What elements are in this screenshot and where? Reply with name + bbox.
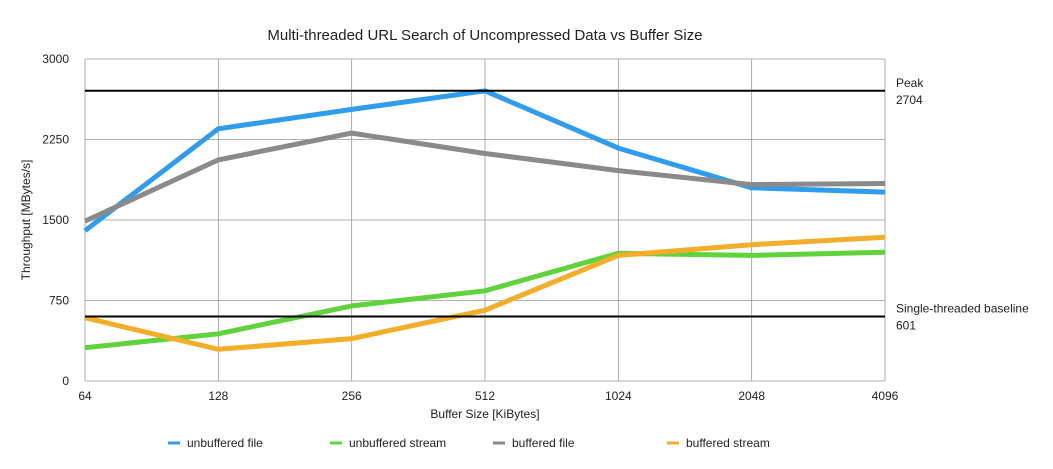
y-tick-label: 1500: [42, 213, 69, 227]
x-tick-label: 4096: [872, 389, 899, 403]
reference-line-value: 601: [896, 318, 916, 332]
legend: unbuffered file unbuffered stream buffered…: [168, 436, 770, 450]
legend-label: unbuffered stream: [349, 436, 446, 450]
x-tick-label: 128: [208, 389, 228, 403]
y-axis-ticks: 0 750 1500 2250 3000: [42, 52, 69, 388]
reference-line-value: 2704: [896, 93, 923, 107]
series-line: [84, 249, 886, 351]
y-tick-label: 0: [62, 374, 69, 388]
x-tick-label: 1024: [605, 389, 632, 403]
x-tick-label: 2048: [738, 389, 765, 403]
series-line: [84, 234, 886, 352]
y-tick-label: 750: [49, 294, 69, 308]
y-tick-label: 2250: [42, 133, 69, 147]
x-tick-label: 512: [475, 389, 495, 403]
x-tick-label: 64: [78, 389, 92, 403]
chart-title: Multi-threaded URL Search of Uncompresse…: [267, 27, 702, 44]
series-line: [83, 130, 886, 224]
reference-line-label: Single-threaded baseline: [896, 301, 1029, 315]
x-axis-label: Buffer Size [KiBytes]: [430, 407, 539, 421]
legend-label: buffered stream: [686, 436, 770, 450]
reference-line-label: Peak: [896, 76, 924, 90]
reference-lines: Peak 2704 Single-threaded baseline 601: [85, 76, 1029, 332]
x-tick-label: 256: [342, 389, 362, 403]
y-axis-label: Throughput [MBytes/s]: [19, 160, 33, 281]
y-tick-label: 3000: [42, 52, 69, 66]
legend-label: unbuffered file: [187, 436, 263, 450]
legend-label: buffered file: [512, 436, 575, 450]
x-axis-ticks: 64 128 256 512 1024 2048 4096: [78, 389, 898, 403]
